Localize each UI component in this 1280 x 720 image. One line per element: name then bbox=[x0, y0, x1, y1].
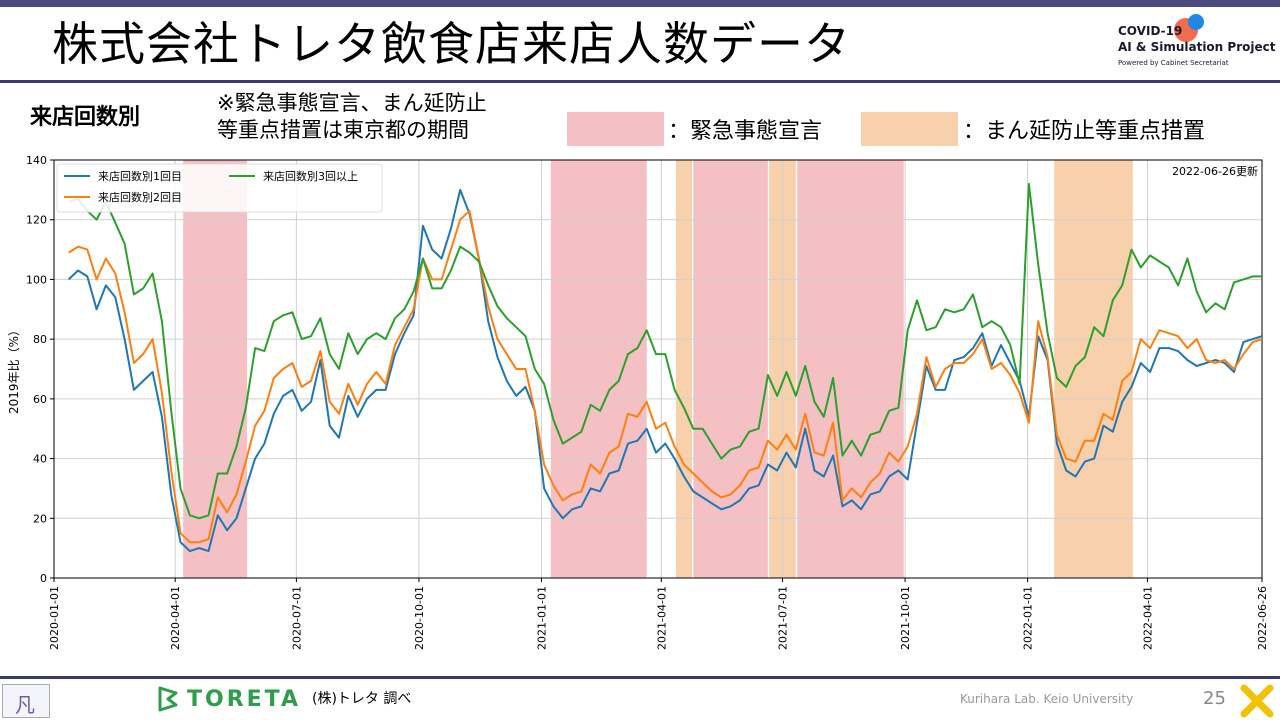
y-tick-label: 40 bbox=[33, 453, 47, 466]
y-tick-label: 120 bbox=[26, 214, 47, 227]
x-tick-label: 2021-04-01 bbox=[655, 586, 668, 650]
x-tick-label: 2022-01-01 bbox=[1022, 586, 1035, 650]
y-axis-ticks: 0 20 40 60 80 100 120 140 bbox=[26, 154, 54, 585]
toreta-wordmark: TORETA bbox=[187, 687, 302, 712]
lab-credit: Kurihara Lab. Keio University bbox=[960, 692, 1134, 706]
legend-box bbox=[56, 163, 383, 213]
title-divider bbox=[0, 80, 1280, 83]
series-line-2 bbox=[68, 209, 1263, 544]
university-logo-glyph: 凡 bbox=[15, 693, 35, 717]
plot-frame bbox=[53, 159, 1263, 579]
y-tick-label: 80 bbox=[33, 333, 47, 346]
y-tick-label: 60 bbox=[33, 393, 47, 406]
toreta-mark-icon bbox=[158, 686, 178, 712]
priority-period-band bbox=[675, 160, 692, 578]
y-axis-label: 2019年比（%） bbox=[7, 324, 21, 414]
legend-label-1: 来店回数別1回目 bbox=[98, 169, 182, 183]
series-lines bbox=[68, 182, 1263, 553]
priority-legend-label: ：まん延防止等重点措置 bbox=[963, 119, 1206, 144]
x-tick-label: 2020-04-01 bbox=[169, 586, 182, 650]
covid-project-logo: COVID-19 AI & Simulation Project Powered… bbox=[1118, 14, 1275, 72]
section-subtitle: 来店回数別 bbox=[30, 105, 141, 130]
footer-divider bbox=[0, 676, 1280, 679]
logo-line2: AI & Simulation Project bbox=[1118, 40, 1276, 54]
logo-line3: Powered by Cabinet Secretariat bbox=[1118, 59, 1229, 67]
data-source: (株)トレタ 調べ bbox=[312, 691, 412, 707]
x-axis-ticks: 2020-01-01 2020-04-01 2020-07-01 2020-10-01… bbox=[48, 578, 1269, 650]
x-tick-label: 2020-01-01 bbox=[48, 586, 61, 650]
x-tick-label: 2022-06-26 bbox=[1256, 586, 1269, 650]
x-tick-label: 2020-10-01 bbox=[413, 586, 426, 650]
emergency-period-band bbox=[550, 160, 647, 578]
priority-period-band bbox=[1054, 160, 1133, 578]
page-number: 25 bbox=[1203, 688, 1226, 709]
period-bands bbox=[183, 160, 1133, 578]
series-line-3 bbox=[68, 182, 1262, 520]
logo-blue-dot bbox=[1188, 14, 1204, 30]
x-tick-label: 2021-07-01 bbox=[777, 586, 790, 650]
emergency-period-band bbox=[693, 160, 768, 578]
emergency-legend-swatch bbox=[567, 112, 664, 146]
emergency-legend-label: ：緊急事態宣言 bbox=[668, 119, 823, 144]
series-line-1 bbox=[68, 188, 1263, 553]
x-tick-label: 2022-04-01 bbox=[1141, 586, 1154, 650]
y-tick-label: 20 bbox=[33, 512, 47, 525]
y-tick-label: 0 bbox=[40, 572, 47, 585]
x-tick-label: 2020-07-01 bbox=[290, 586, 303, 650]
legend-label-2: 来店回数別2回目 bbox=[98, 190, 182, 204]
university-logo: 凡 bbox=[2, 684, 50, 718]
project-x-icon bbox=[1240, 684, 1274, 718]
page-title: 株式会社トレタ飲食店来店人数データ bbox=[52, 17, 851, 71]
priority-legend-swatch bbox=[861, 112, 958, 146]
y-tick-label: 140 bbox=[26, 154, 47, 167]
logo-line1: COVID-19 bbox=[1118, 24, 1183, 38]
top-accent-bar bbox=[0, 0, 1280, 7]
y-tick-label: 100 bbox=[26, 273, 47, 286]
update-note: 2022-06-26更新 bbox=[1172, 164, 1258, 178]
x-tick-label: 2021-10-01 bbox=[899, 586, 912, 650]
x-tick-label: 2021-01-01 bbox=[535, 586, 548, 650]
emergency-period-band bbox=[797, 160, 904, 578]
period-note: ※緊急事態宣言、まん延防止 等重点措置は東京都の期間 bbox=[217, 91, 487, 142]
legend-label-3: 来店回数別3回以上 bbox=[263, 169, 358, 183]
